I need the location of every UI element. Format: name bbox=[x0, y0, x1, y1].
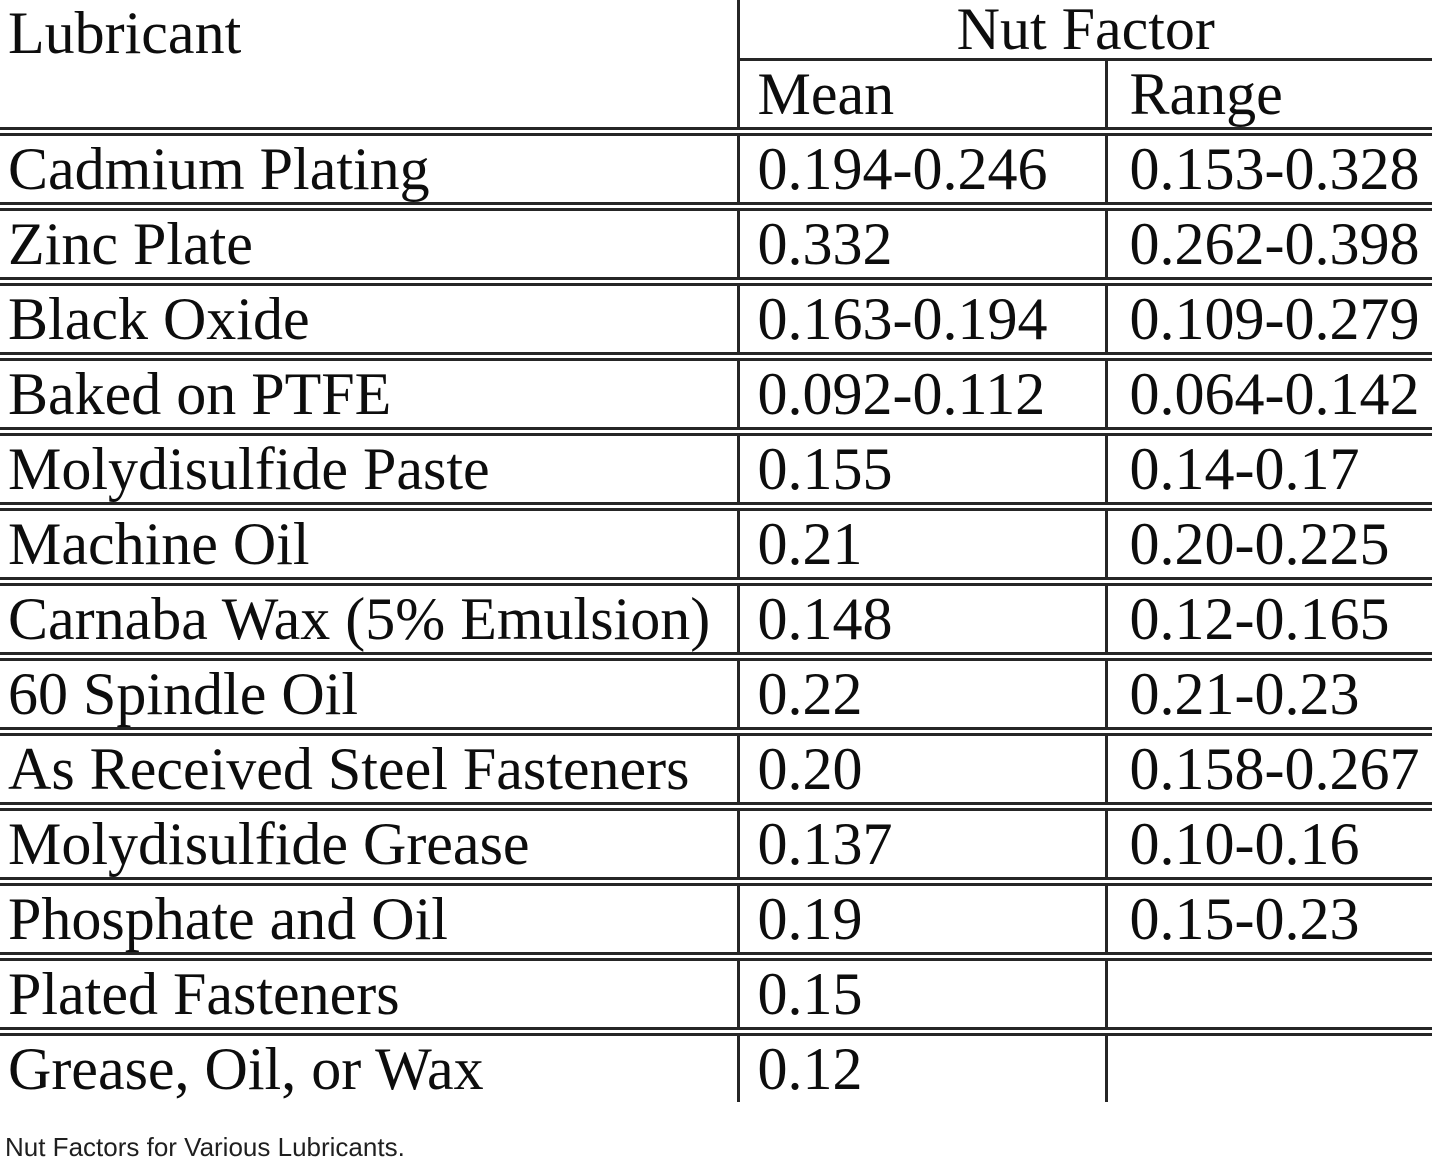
header-row-sub: Mean Range bbox=[0, 59, 1432, 136]
range-cell bbox=[1106, 1032, 1432, 1103]
range-cell: 0.14-0.17 bbox=[1106, 431, 1432, 511]
mean-cell: 0.148 bbox=[738, 581, 1108, 661]
column-group-header-nut-factor: Nut Factor bbox=[738, 0, 1432, 61]
mean-cell: 0.22 bbox=[738, 656, 1108, 736]
range-cell: 0.109-0.279 bbox=[1106, 281, 1432, 361]
column-header-range: Range bbox=[1106, 59, 1432, 136]
nut-factor-table: Lubricant Nut Factor Mean Range Cadmium … bbox=[0, 0, 1432, 1102]
header-row-group: Lubricant Nut Factor bbox=[0, 0, 1432, 136]
lubricant-cell: Plated Fasteners bbox=[0, 956, 740, 1036]
range-cell: 0.153-0.328 bbox=[1106, 131, 1432, 211]
lubricant-cell: Zinc Plate bbox=[0, 206, 740, 286]
lubricant-cell: Machine Oil bbox=[0, 506, 740, 586]
range-cell bbox=[1106, 956, 1432, 1036]
table-row: Zinc Plate 0.332 0.262-0.398 bbox=[0, 206, 1432, 286]
mean-cell: 0.163-0.194 bbox=[738, 281, 1108, 361]
column-header-mean: Mean bbox=[738, 59, 1108, 136]
mean-cell: 0.20 bbox=[738, 731, 1108, 811]
mean-cell: 0.12 bbox=[738, 1031, 1108, 1102]
mean-cell: 0.092-0.112 bbox=[738, 356, 1108, 436]
lubricant-cell: Molydisulfide Paste bbox=[0, 431, 740, 511]
table-caption: Nut Factors for Various Lubricants. bbox=[5, 1132, 405, 1162]
lubricant-cell: Cadmium Plating bbox=[0, 131, 740, 211]
table-row: Molydisulfide Grease 0.137 0.10-0.16 bbox=[0, 806, 1432, 886]
mean-cell: 0.21 bbox=[738, 506, 1108, 586]
range-cell: 0.158-0.267 bbox=[1106, 731, 1432, 811]
lubricant-cell: Black Oxide bbox=[0, 281, 740, 361]
range-cell: 0.12-0.165 bbox=[1106, 581, 1432, 661]
table-row: Machine Oil 0.21 0.20-0.225 bbox=[0, 506, 1432, 586]
range-cell: 0.20-0.225 bbox=[1106, 506, 1432, 586]
lubricant-cell: Baked on PTFE bbox=[0, 356, 740, 436]
mean-cell: 0.19 bbox=[738, 881, 1108, 961]
range-cell: 0.10-0.16 bbox=[1106, 806, 1432, 886]
range-cell: 0.064-0.142 bbox=[1106, 356, 1432, 436]
column-header-lubricant: Lubricant bbox=[0, 0, 740, 136]
table-row: Molydisulfide Paste 0.155 0.14-0.17 bbox=[0, 431, 1432, 511]
table-row: Carnaba Wax (5% Emulsion) 0.148 0.12-0.1… bbox=[0, 581, 1432, 661]
table-row: Black Oxide 0.163-0.194 0.109-0.279 bbox=[0, 281, 1432, 361]
mean-cell: 0.194-0.246 bbox=[738, 131, 1108, 211]
lubricant-cell: Phosphate and Oil bbox=[0, 881, 740, 961]
mean-cell: 0.332 bbox=[738, 206, 1108, 286]
table-row: Phosphate and Oil 0.19 0.15-0.23 bbox=[0, 881, 1432, 961]
lubricant-cell: As Received Steel Fasteners bbox=[0, 731, 740, 811]
table-row: Baked on PTFE 0.092-0.112 0.064-0.142 bbox=[0, 356, 1432, 436]
table-row: As Received Steel Fasteners 0.20 0.158-0… bbox=[0, 731, 1432, 811]
range-cell: 0.21-0.23 bbox=[1106, 656, 1432, 736]
table-row: 60 Spindle Oil 0.22 0.21-0.23 bbox=[0, 656, 1432, 736]
mean-cell: 0.137 bbox=[738, 806, 1108, 886]
mean-cell: 0.15 bbox=[738, 956, 1108, 1036]
table-row: Grease, Oil, or Wax 0.12 bbox=[0, 1031, 1432, 1103]
table-row: Cadmium Plating 0.194-0.246 0.153-0.328 bbox=[0, 131, 1432, 211]
lubricant-cell: 60 Spindle Oil bbox=[0, 656, 740, 736]
table-row: Plated Fasteners 0.15 bbox=[0, 956, 1432, 1036]
lubricant-cell: Carnaba Wax (5% Emulsion) bbox=[0, 581, 740, 661]
mean-cell: 0.155 bbox=[738, 431, 1108, 511]
lubricant-cell: Grease, Oil, or Wax bbox=[0, 1031, 740, 1102]
range-cell: 0.262-0.398 bbox=[1106, 206, 1432, 286]
range-cell: 0.15-0.23 bbox=[1106, 881, 1432, 961]
lubricant-cell: Molydisulfide Grease bbox=[0, 806, 740, 886]
